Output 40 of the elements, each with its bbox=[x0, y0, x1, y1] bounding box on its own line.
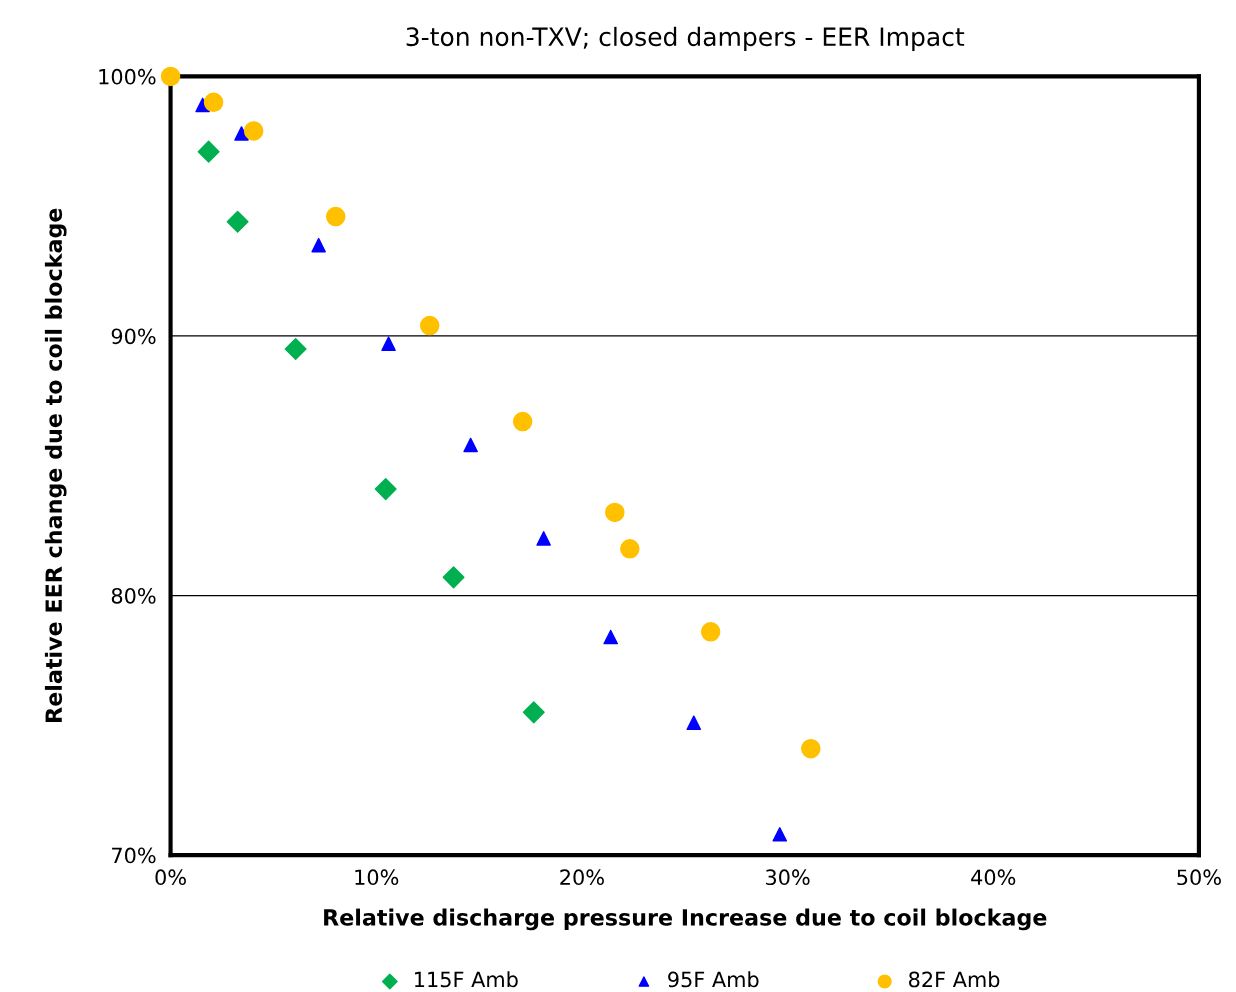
legend-label: 82F Amb bbox=[909, 971, 1000, 988]
point bbox=[381, 336, 396, 352]
legend-label: 95F Amb bbox=[668, 971, 759, 988]
legend-label: 115F Amb bbox=[415, 971, 518, 988]
point bbox=[605, 502, 625, 523]
y-tick-label: 70% bbox=[112, 847, 156, 864]
y-tick-label: 80% bbox=[111, 587, 156, 604]
point bbox=[686, 715, 702, 731]
point bbox=[243, 121, 264, 141]
x-tick-label: 20% bbox=[560, 869, 604, 886]
chart-title: 3-ton non-TXV; closed dampers - EER Impact bbox=[406, 26, 965, 52]
point bbox=[512, 411, 533, 432]
x-tick-label: 40% bbox=[971, 869, 1016, 886]
point bbox=[700, 622, 721, 642]
point bbox=[603, 629, 618, 645]
point bbox=[442, 566, 465, 589]
point bbox=[226, 210, 249, 233]
point bbox=[620, 539, 640, 559]
x-tick-label: 0% bbox=[155, 869, 186, 886]
point bbox=[197, 140, 220, 163]
x-tick-label: 30% bbox=[766, 869, 810, 886]
y-axis-title: Relative EER change due to coil blockage bbox=[44, 208, 67, 722]
x-tick-label: 10% bbox=[355, 869, 399, 886]
point bbox=[536, 531, 551, 546]
point bbox=[325, 206, 346, 227]
x-tick-label: 50% bbox=[1177, 869, 1221, 886]
point bbox=[284, 337, 307, 360]
y-tick-label: 90% bbox=[111, 328, 156, 345]
point bbox=[463, 437, 478, 453]
point bbox=[522, 701, 545, 724]
point bbox=[374, 478, 397, 501]
point bbox=[203, 92, 224, 113]
point bbox=[419, 315, 440, 336]
point bbox=[801, 738, 821, 759]
x-axis-title: Relative discharge pressure Increase due to coil blockage bbox=[324, 908, 1047, 931]
point bbox=[160, 66, 181, 87]
point bbox=[772, 827, 788, 842]
point bbox=[234, 126, 249, 141]
point bbox=[311, 237, 326, 253]
y-tick-label: 100% bbox=[99, 68, 156, 85]
